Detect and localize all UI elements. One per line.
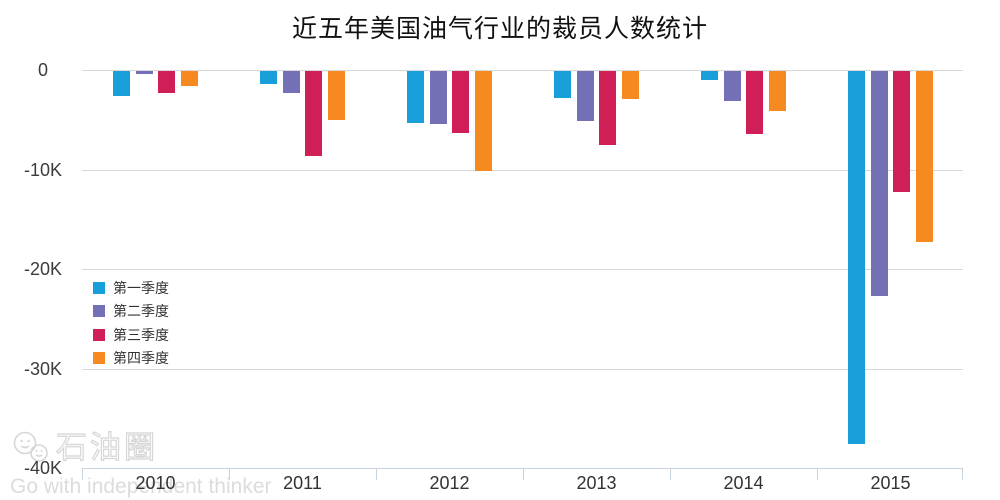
watermark-slogan: Go with independent thinker xyxy=(10,475,272,498)
bar-2013-第一季度 xyxy=(554,71,572,98)
x-axis-tick xyxy=(670,468,671,480)
watermark-brand: 石油圈 xyxy=(55,429,158,465)
wechat-chat-bubbles-icon xyxy=(10,430,52,473)
x-tick-label-2014: 2014 xyxy=(723,473,764,493)
bar-2012-第一季度 xyxy=(407,71,425,123)
legend-swatch-icon xyxy=(93,305,105,318)
x-tick-label-2010: 2010 xyxy=(135,473,176,493)
watermark: 石油圈 Go with independent thinker xyxy=(10,429,272,499)
bar-2014-第四季度 xyxy=(768,71,786,111)
bar-2014-第二季度 xyxy=(723,71,741,101)
y-tick-label: -30K xyxy=(23,359,63,379)
bar-2015-第三季度 xyxy=(893,71,911,192)
legend-item: 第一季度 xyxy=(93,276,169,300)
x-tick-label-2013: 2013 xyxy=(576,473,617,493)
legend-label: 第一季度 xyxy=(113,279,169,296)
bar-2012-第四季度 xyxy=(474,71,492,171)
x-axis-tick xyxy=(376,468,377,480)
bar-2011-第一季度 xyxy=(260,71,278,84)
y-tick-label: -10K xyxy=(23,160,63,180)
bar-2011-第三季度 xyxy=(305,71,323,156)
bar-2013-第三季度 xyxy=(599,71,617,145)
bar-2010-第一季度 xyxy=(113,71,131,96)
bar-2010-第三季度 xyxy=(158,71,176,93)
legend-swatch-icon xyxy=(93,281,105,294)
x-axis-tick xyxy=(817,468,818,480)
x-axis-tick xyxy=(523,468,524,480)
legend-item: 第二季度 xyxy=(93,300,169,324)
gridline xyxy=(82,269,963,270)
bar-2014-第一季度 xyxy=(701,71,719,80)
zero-gridline xyxy=(82,70,963,71)
x-axis-tick xyxy=(229,468,230,480)
gridline xyxy=(82,369,963,370)
bar-2012-第二季度 xyxy=(429,71,447,124)
bar-2014-第三季度 xyxy=(746,71,764,134)
chart-title: 近五年美国油气行业的裁员人数统计 xyxy=(291,15,708,43)
bar-2013-第四季度 xyxy=(621,71,639,99)
legend-label: 第二季度 xyxy=(113,303,169,320)
bar-2011-第四季度 xyxy=(327,71,345,120)
bar-2013-第二季度 xyxy=(576,71,594,121)
x-tick-label-2011: 2011 xyxy=(283,473,322,493)
x-axis-tick xyxy=(82,468,83,480)
bar-2012-第三季度 xyxy=(452,71,470,133)
bar-2015-第二季度 xyxy=(870,71,888,296)
legend-swatch-icon xyxy=(93,328,105,341)
legend-swatch-icon xyxy=(93,352,105,365)
gridline xyxy=(82,468,963,469)
legend-label: 第三季度 xyxy=(113,326,169,343)
bar-2015-第四季度 xyxy=(915,71,933,242)
legend-item: 第三季度 xyxy=(93,323,169,347)
bar-2011-第二季度 xyxy=(282,71,300,93)
legend-label: 第四季度 xyxy=(113,350,169,367)
y-tick-label: -40K xyxy=(23,458,63,478)
bar-2010-第四季度 xyxy=(180,71,198,86)
legend-item: 第四季度 xyxy=(93,347,169,371)
bar-2010-第二季度 xyxy=(135,71,153,74)
bar-2015-第一季度 xyxy=(848,71,866,444)
plot-area xyxy=(82,70,963,480)
gridline xyxy=(82,170,963,171)
x-axis-tick xyxy=(962,468,963,480)
y-tick-label: -20K xyxy=(23,259,63,279)
x-tick-label-2012: 2012 xyxy=(429,473,470,493)
y-tick-label: 0 xyxy=(37,60,48,80)
legend: 第一季度第二季度第三季度第四季度 xyxy=(93,276,169,370)
x-tick-label-2015: 2015 xyxy=(870,473,911,493)
